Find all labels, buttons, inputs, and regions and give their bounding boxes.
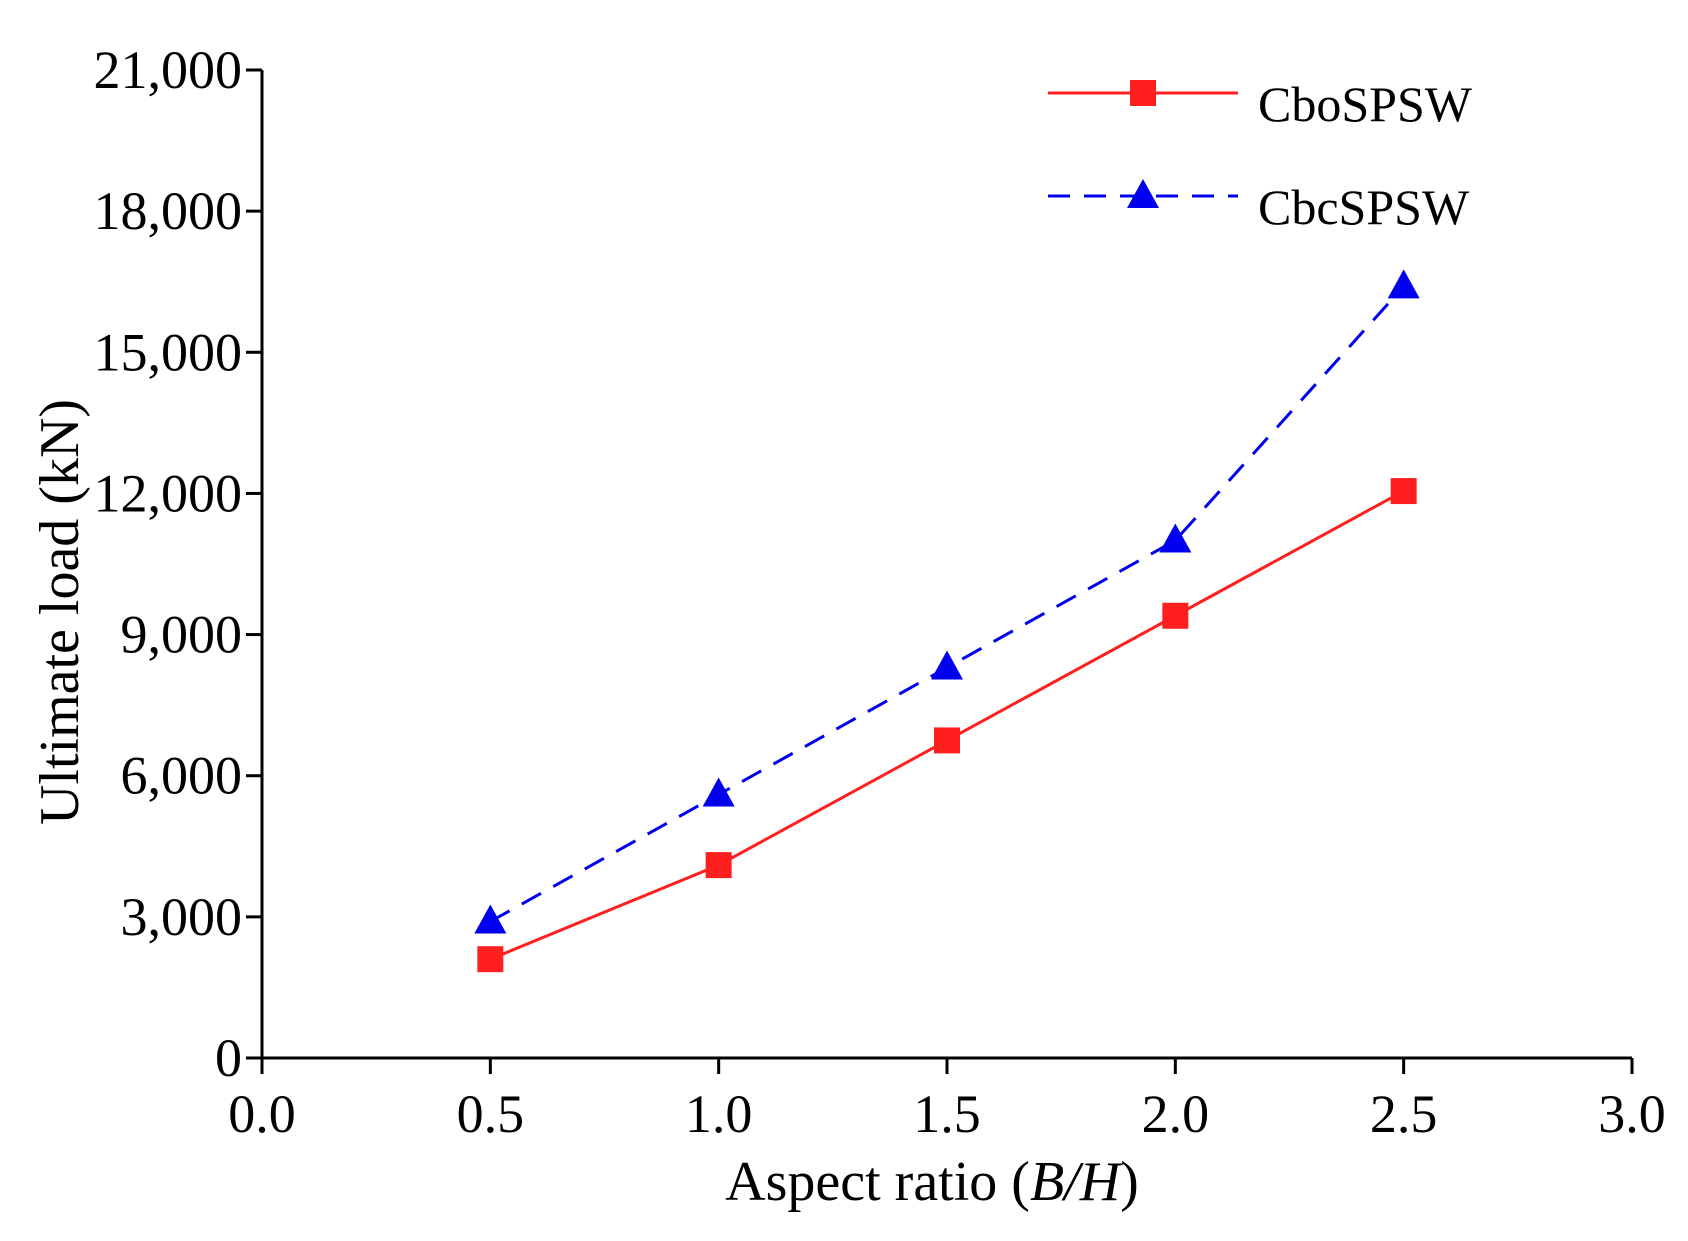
x-tick-label-5: 2.5 <box>1370 1084 1438 1144</box>
series-layer <box>474 269 1420 973</box>
x-tick-label-6: 3.0 <box>1598 1084 1666 1144</box>
series-CbcSPSW <box>474 269 1420 934</box>
y-tick-label-3: 9,000 <box>121 605 243 665</box>
data-point-CbcSPSW-0 <box>474 904 507 934</box>
x-axis-title-prefix: Aspect ratio ( <box>725 1151 1030 1213</box>
y-tick-label-1: 3,000 <box>121 887 243 947</box>
legend-label-CboSPSW: CboSPSW <box>1258 76 1473 132</box>
y-tick-label-7: 21,000 <box>94 40 243 100</box>
data-point-CboSPSW-3 <box>1162 602 1189 629</box>
legend-marker-CboSPSW <box>1130 80 1156 106</box>
legend: CboSPSW CbcSPSW <box>1048 76 1473 235</box>
data-point-CbcSPSW-3 <box>1159 523 1192 553</box>
y-tick-label-5: 15,000 <box>94 322 243 382</box>
y-tick-label-0: 0 <box>215 1028 242 1088</box>
y-tick-label-4: 12,000 <box>94 463 243 523</box>
data-point-CbcSPSW-4 <box>1387 269 1420 299</box>
y-tick-label-2: 6,000 <box>121 746 243 806</box>
x-tick-label-4: 2.0 <box>1142 1084 1210 1144</box>
data-point-CbcSPSW-2 <box>931 650 963 680</box>
x-axis-title: Aspect ratio (B/H) <box>725 1151 1139 1213</box>
y-axis-title: Ultimate load (kN) <box>29 399 91 825</box>
data-point-CboSPSW-1 <box>705 852 732 879</box>
data-point-CboSPSW-4 <box>1390 478 1417 505</box>
x-axis-title-suffix: ) <box>1120 1151 1139 1213</box>
x-tick-label-0: 0.0 <box>228 1084 296 1144</box>
data-point-CbcSPSW-1 <box>702 777 735 807</box>
x-tick-label-3: 1.5 <box>913 1084 981 1144</box>
data-point-CboSPSW-2 <box>934 727 960 754</box>
legend-marker-CbcSPSW <box>1127 179 1159 208</box>
axes: 0 3,000 6,000 9,000 12,000 15,000 18,000 21,000… <box>94 40 1666 1144</box>
x-tick-label-2: 1.0 <box>685 1084 753 1144</box>
series-CboSPSW <box>477 478 1417 973</box>
y-tick-label-6: 18,000 <box>94 181 243 241</box>
data-point-CboSPSW-0 <box>477 946 504 973</box>
x-axis-title-variable: B/H <box>1030 1151 1123 1213</box>
x-tick-label-1: 0.5 <box>457 1084 525 1144</box>
legend-label-CbcSPSW: CbcSPSW <box>1258 179 1470 235</box>
